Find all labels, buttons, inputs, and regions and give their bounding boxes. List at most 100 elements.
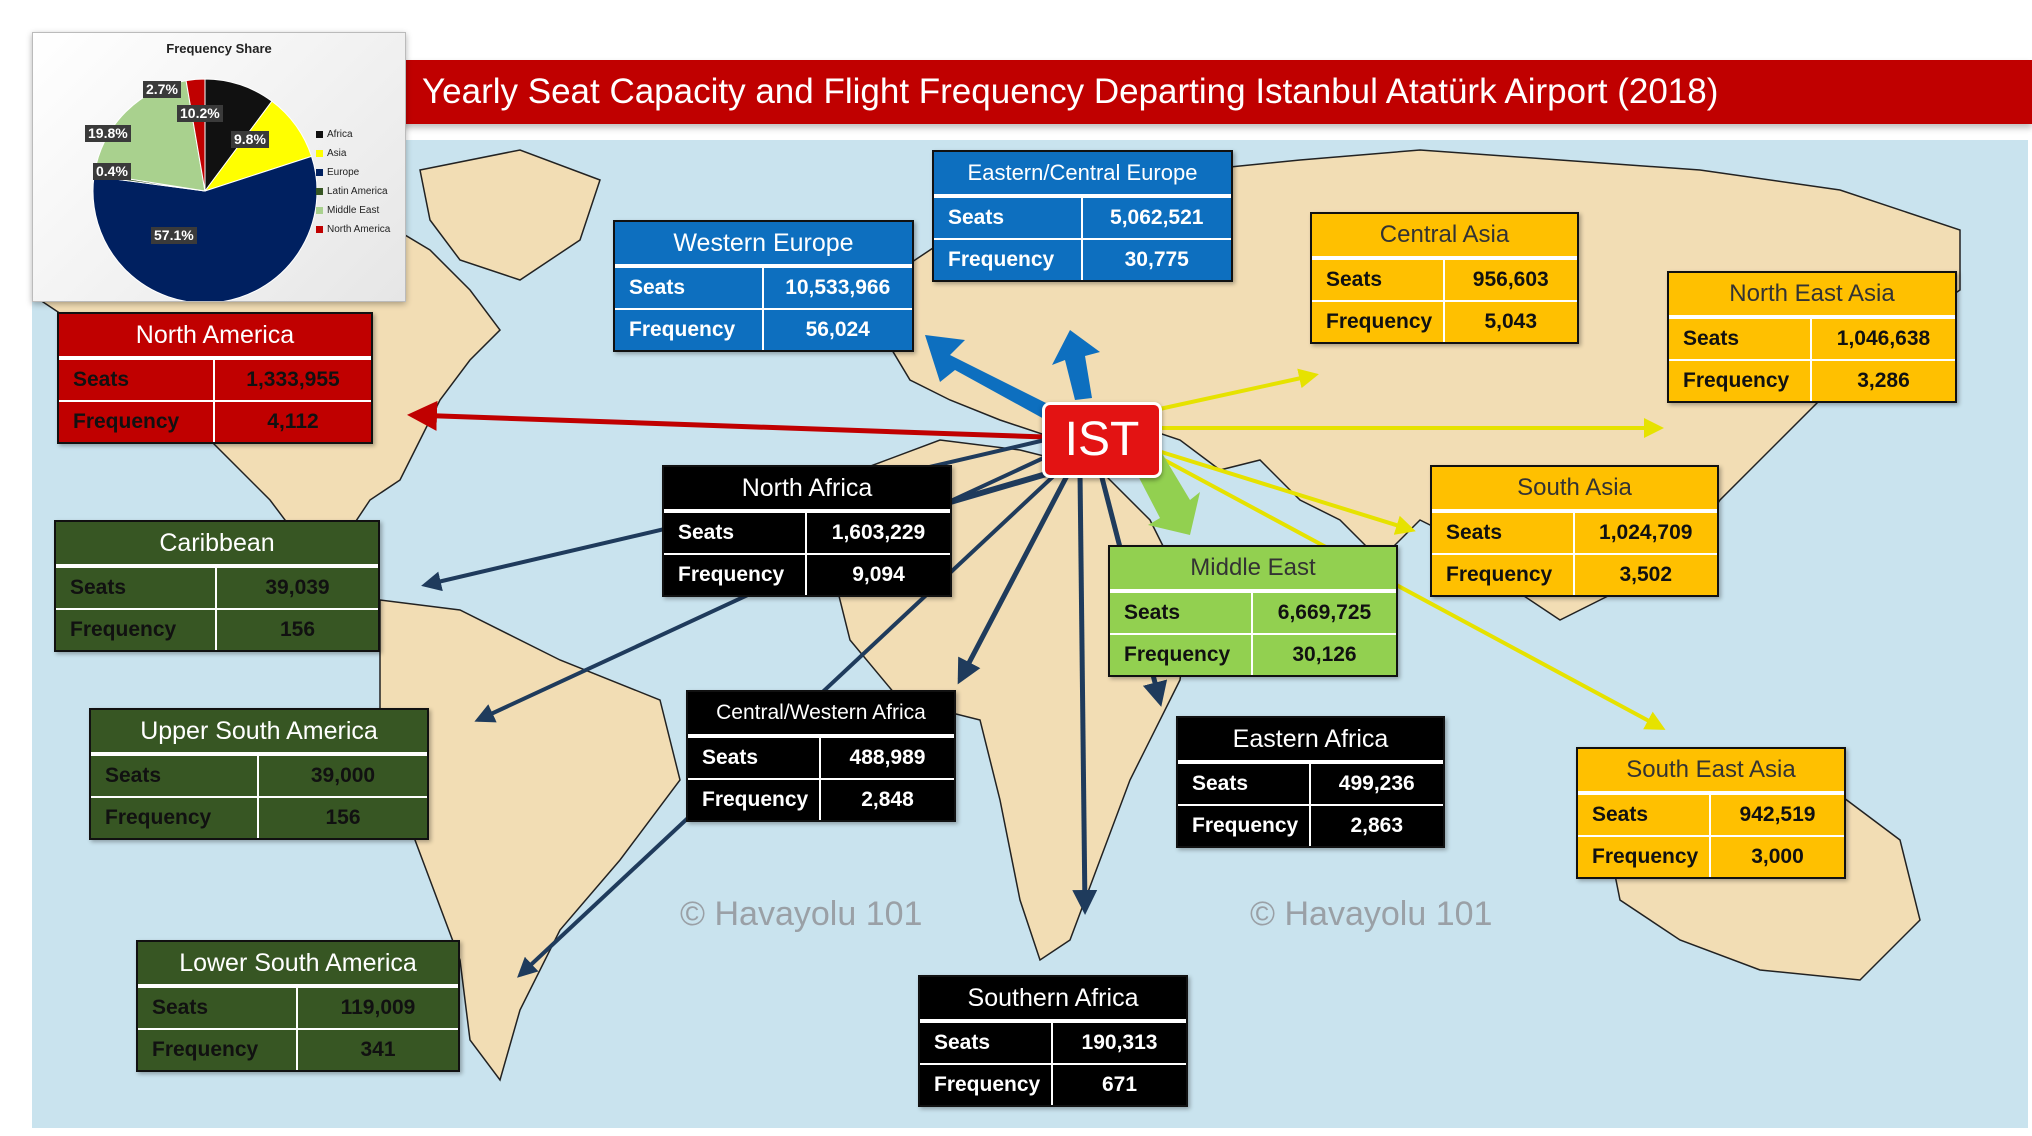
region-title: Western Europe — [615, 222, 912, 268]
seats-value: 1,603,229 — [831, 521, 926, 544]
frequency-value: 56,024 — [805, 318, 870, 341]
frequency-label: Frequency — [1578, 837, 1711, 877]
frequency-label: Frequency — [1432, 555, 1575, 595]
frequency-value: 3,286 — [1857, 369, 1910, 392]
region-western-europe: Western Europe Seats 10,533,966 Frequency… — [613, 220, 914, 352]
region-title: Eastern Africa — [1178, 718, 1443, 764]
region-eastern-central-europe: Eastern/Central Europe Seats 5,062,521 Fr… — [932, 150, 1233, 282]
legend-label: North America — [327, 224, 391, 235]
page-title: Yearly Seat Capacity and Flight Frequenc… — [400, 60, 2032, 124]
frequency-value: 156 — [279, 618, 316, 641]
seats-label: Seats — [56, 568, 217, 608]
region-south-asia: South Asia Seats 1,024,709 Frequency 3,502 — [1430, 465, 1719, 597]
frequency-label: Frequency — [91, 798, 259, 838]
seats-value: 5,062,521 — [1110, 206, 1204, 229]
frequency-label: Frequency — [1312, 302, 1445, 342]
legend-swatch — [316, 149, 323, 157]
frequency-label: Frequency — [1669, 361, 1812, 401]
frequency-label: Frequency — [688, 780, 821, 820]
seats-value: 1,024,709 — [1599, 521, 1693, 544]
region-north-east-asia: North East Asia Seats 1,046,638 Frequency… — [1667, 271, 1957, 403]
frequency-value: 30,126 — [1292, 643, 1357, 666]
region-upper-south-america: Upper South America Seats 39,000 Frequenc… — [89, 708, 429, 840]
seats-label: Seats — [688, 738, 821, 778]
region-north-africa: North Africa Seats 1,603,229 Frequency 9,0… — [662, 465, 952, 597]
region-caribbean: Caribbean Seats 39,039 Frequency 156 — [54, 520, 380, 652]
frequency-label: Frequency — [59, 402, 215, 442]
legend-swatch — [316, 225, 323, 233]
seats-value: 39,039 — [265, 576, 330, 599]
region-central-asia: Central Asia Seats 956,603 Frequency 5,043 — [1310, 212, 1579, 344]
region-central-western-africa: Central/Western Africa Seats 488,989 Freq… — [686, 690, 956, 822]
region-lower-south-america: Lower South America Seats 119,009 Frequen… — [136, 940, 460, 1072]
pie-label-latin-america: 0.4% — [93, 163, 131, 180]
legend-item-middle-east: Middle East — [316, 201, 390, 220]
watermark-left: © Havayolu 101 — [680, 895, 923, 933]
land-greenland — [419, 149, 601, 281]
legend-swatch — [316, 206, 323, 214]
seats-label: Seats — [664, 513, 807, 553]
seats-label: Seats — [1669, 319, 1812, 359]
frequency-value: 4,112 — [267, 410, 319, 433]
pie-title: Frequency Share — [166, 41, 272, 56]
region-title: Upper South America — [91, 710, 427, 756]
region-southern-africa: Southern Africa Seats 190,313 Frequency 67… — [918, 975, 1188, 1107]
seats-label: Seats — [615, 268, 764, 308]
pie-legend: Africa Asia Europe Latin America Middle East… — [316, 125, 390, 239]
region-title: North East Asia — [1669, 273, 1955, 319]
seats-value: 10,533,966 — [785, 276, 891, 299]
legend-label: Latin America — [327, 186, 388, 197]
frequency-value: 671 — [1101, 1073, 1138, 1096]
route-arrows — [407, 330, 1666, 978]
seats-label: Seats — [1432, 513, 1575, 553]
seats-label: Seats — [1178, 764, 1311, 804]
pie-label-north-america: 2.7% — [143, 81, 181, 98]
legend-item-latin-america: Latin America — [316, 182, 390, 201]
legend-item-north-america: North America — [316, 220, 390, 239]
legend-swatch — [316, 168, 323, 176]
pie-label-europe: 57.1% — [151, 227, 197, 244]
frequency-value: 2,863 — [1350, 814, 1404, 837]
seats-label: Seats — [91, 756, 259, 796]
region-title: South Asia — [1432, 467, 1717, 513]
frequency-value: 156 — [325, 806, 361, 829]
seats-label: Seats — [1578, 795, 1711, 835]
legend-item-africa: Africa — [316, 125, 390, 144]
pie-label-asia: 9.8% — [231, 131, 269, 148]
seats-label: Seats — [1312, 260, 1445, 300]
legend-item-asia: Asia — [316, 144, 390, 163]
seats-value: 119,009 — [340, 996, 416, 1019]
legend-swatch — [316, 187, 323, 195]
legend-item-europe: Europe — [316, 163, 390, 182]
frequency-label: Frequency — [138, 1030, 298, 1070]
pie-slice-europe — [92, 155, 318, 301]
frequency-share-chart: Frequency Share Africa Asia Europe Latin Am… — [32, 32, 406, 302]
legend-swatch — [316, 130, 323, 138]
frequency-value: 5,043 — [1484, 310, 1538, 333]
region-eastern-africa: Eastern Africa Seats 499,236 Frequency 2,8… — [1176, 716, 1445, 848]
seats-label: Seats — [920, 1023, 1053, 1063]
seats-value: 6,669,725 — [1277, 601, 1372, 624]
legend-label: Middle East — [327, 205, 380, 216]
seats-value: 1,333,955 — [246, 368, 340, 391]
frequency-value: 341 — [360, 1038, 396, 1061]
frequency-label: Frequency — [56, 610, 217, 650]
frequency-value: 30,775 — [1124, 248, 1189, 271]
legend-label: Europe — [327, 167, 360, 178]
region-title: Middle East — [1110, 547, 1396, 593]
region-middle-east: Middle East Seats 6,669,725 Frequency 30,1… — [1108, 545, 1398, 677]
seats-value: 942,519 — [1739, 803, 1816, 826]
seats-value: 190,313 — [1081, 1031, 1158, 1054]
region-title: Southern Africa — [920, 977, 1186, 1023]
region-title: Central/Western Africa — [688, 692, 954, 738]
seats-label: Seats — [934, 198, 1083, 238]
frequency-value: 9,094 — [852, 563, 905, 586]
pie-label-africa: 10.2% — [177, 105, 223, 122]
region-title: South East Asia — [1578, 749, 1844, 795]
seats-label: Seats — [59, 360, 215, 400]
seats-label: Seats — [1110, 593, 1253, 633]
frequency-label: Frequency — [615, 310, 764, 350]
frequency-label: Frequency — [1178, 806, 1311, 846]
seats-value: 488,989 — [849, 746, 926, 769]
frequency-label: Frequency — [934, 240, 1083, 280]
